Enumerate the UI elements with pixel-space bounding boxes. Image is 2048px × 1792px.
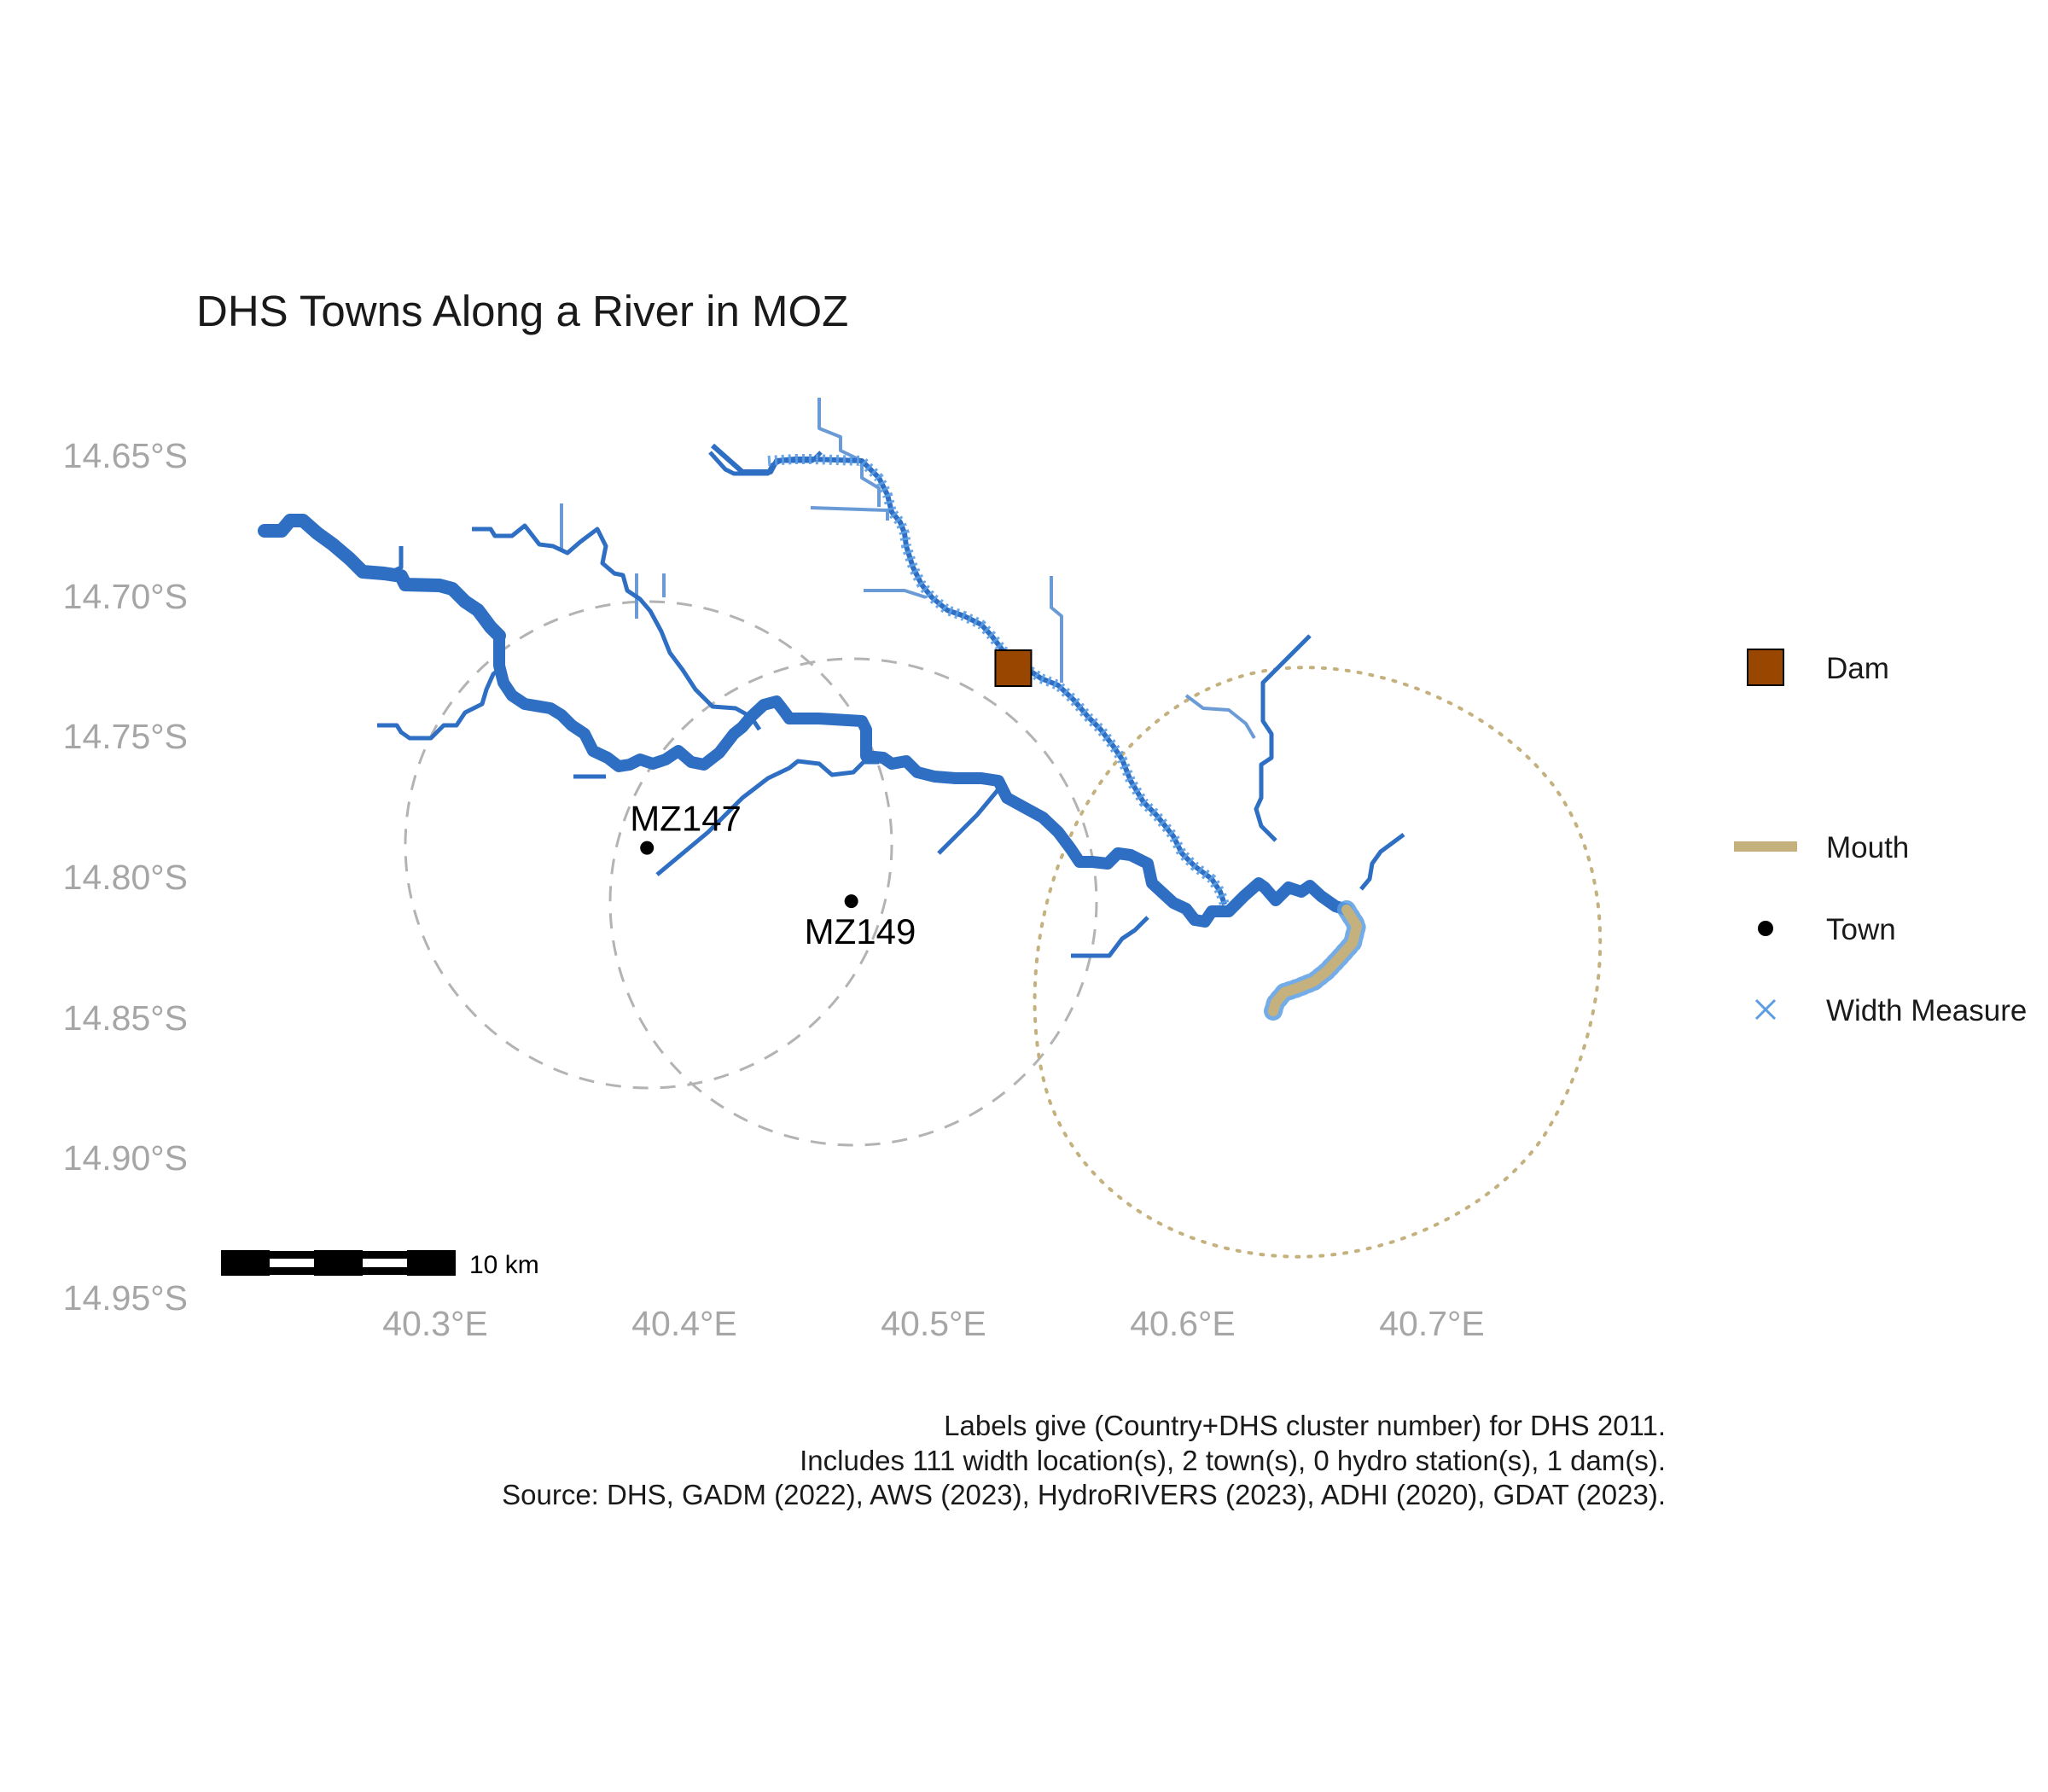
scale-segment [314, 1250, 363, 1276]
y-tick-label: 14.75°S [63, 717, 188, 756]
scale-segment [269, 1251, 315, 1258]
x-tick-label: 40.3°E [382, 1304, 488, 1343]
legend-mouth-label: Mouth [1826, 831, 1909, 864]
scale-segment [362, 1268, 408, 1275]
scale-segment [361, 1257, 409, 1269]
y-tick-label: 14.65°S [63, 436, 188, 475]
caption-line: Includes 111 width location(s), 2 town(s… [800, 1445, 1666, 1476]
y-tick-label: 14.95°S [63, 1278, 188, 1318]
scale-segment [268, 1257, 316, 1269]
caption-line: Labels give (Country+DHS cluster number)… [944, 1410, 1666, 1441]
tributaries [377, 451, 1405, 958]
x-tick-label: 40.5°E [881, 1304, 986, 1343]
legend-width-measure-label: Width Measure [1826, 994, 2027, 1027]
x-tick-label: 40.6°E [1130, 1304, 1236, 1343]
measured-stream [711, 443, 1230, 906]
dam-marker [994, 649, 1033, 688]
legend-dam-icon [1747, 649, 1784, 686]
map-title: DHS Towns Along a River in MOZ [196, 287, 848, 335]
legend-dam-label: Dam [1826, 652, 1889, 685]
town-layer: MZ147 MZ149 [630, 799, 916, 952]
town-point [640, 841, 655, 855]
scale-segment [407, 1250, 456, 1276]
river-mouth [1264, 900, 1366, 1021]
y-tick-label: 14.70°S [63, 577, 188, 616]
town-buffer-circle [608, 657, 1098, 1147]
y-tick-label: 14.90°S [63, 1138, 188, 1178]
legend: Dam Mouth Town Width Measure [1734, 649, 2027, 1027]
y-tick-label: 14.85°S [63, 998, 188, 1038]
scale-bar: 10 km [221, 1250, 539, 1279]
legend-town-label: Town [1826, 913, 1896, 946]
town-point [844, 894, 858, 909]
scale-segment [362, 1251, 408, 1258]
caption-line: Source: DHS, GADM (2022), AWS (2023), Hy… [502, 1479, 1666, 1510]
town-label: MZ147 [630, 799, 742, 839]
x-tick-label: 40.4°E [631, 1304, 737, 1343]
scale-segment [221, 1250, 270, 1276]
legend-width-measure-icon [1754, 998, 1777, 1021]
scale-bar-label: 10 km [469, 1251, 539, 1279]
town-buffer-circle [404, 600, 893, 1090]
dam-layer [994, 649, 1033, 688]
y-tick-label: 14.80°S [63, 858, 188, 897]
x-tick-label: 40.7°E [1379, 1304, 1485, 1343]
legend-town-icon [1758, 921, 1773, 936]
main-river [258, 514, 1353, 928]
town-label: MZ149 [805, 911, 916, 951]
scale-segment [269, 1268, 315, 1275]
